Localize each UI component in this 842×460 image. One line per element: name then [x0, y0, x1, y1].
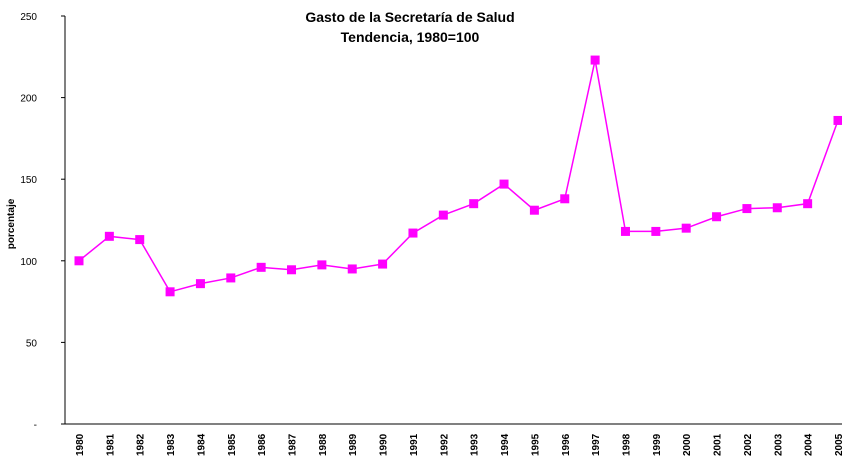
point [469, 199, 479, 209]
x-tick-label: 1996 [561, 433, 572, 456]
point [651, 226, 661, 236]
x-tick-label: 2004 [804, 433, 815, 456]
point [772, 203, 782, 213]
x-tick-label: 1981 [105, 433, 116, 456]
x-tick-label: 2000 [682, 433, 693, 456]
x-tick-label: 1990 [379, 433, 390, 456]
y-axis-label: porcentaje [6, 198, 17, 249]
point [712, 212, 722, 222]
point [408, 228, 418, 238]
point [226, 273, 236, 283]
x-tick-label: 1985 [227, 433, 238, 456]
y-tick-label: - [34, 420, 37, 431]
x-tick-label: 1993 [470, 433, 481, 456]
x-tick-label: 1989 [348, 433, 359, 456]
point [803, 199, 813, 209]
point [833, 115, 842, 125]
x-tick-label: 1992 [439, 433, 450, 456]
point [742, 204, 752, 214]
point [74, 256, 84, 266]
chart-subtitle: Tendencia, 1980=100 [341, 29, 480, 45]
chart-title: Gasto de la Secretaría de Salud [305, 9, 514, 25]
x-tick-label: 1998 [621, 433, 632, 456]
point [195, 279, 205, 289]
x-tick-label: 2003 [773, 433, 784, 456]
x-tick-label: 1999 [652, 433, 663, 456]
point [256, 262, 266, 272]
y-tick-label: 250 [20, 12, 37, 23]
point [529, 205, 539, 215]
x-tick-label: 1991 [409, 433, 420, 456]
point [165, 287, 175, 297]
x-tick-label: 1995 [530, 433, 541, 456]
x-tick-label: 2005 [834, 433, 842, 456]
x-tick-label: 1994 [500, 433, 511, 456]
point [438, 210, 448, 220]
point [378, 259, 388, 269]
x-tick-label: 2002 [743, 433, 754, 456]
point [560, 194, 570, 204]
y-tick-label: 150 [20, 175, 37, 186]
y-tick-label: 100 [20, 257, 37, 268]
x-tick-label: 2001 [713, 433, 724, 456]
x-tick-label: 1997 [591, 433, 602, 456]
point [104, 231, 114, 241]
point [317, 260, 327, 270]
x-tick-label: 1987 [288, 433, 299, 456]
x-tick-label: 1983 [166, 433, 177, 456]
x-tick-label: 1984 [196, 433, 207, 456]
y-tick-label: 50 [26, 338, 38, 349]
point [681, 223, 691, 233]
x-tick-label: 1986 [257, 433, 268, 456]
point [620, 226, 630, 236]
point [287, 265, 297, 275]
x-tick-label: 1982 [136, 433, 147, 456]
point [135, 235, 145, 245]
y-tick-label: 200 [20, 94, 37, 105]
point [347, 264, 357, 274]
x-tick-label: 1980 [75, 433, 86, 456]
series-line [78, 59, 839, 293]
point [499, 179, 509, 189]
point [590, 55, 600, 65]
x-tick-label: 1988 [318, 433, 329, 456]
